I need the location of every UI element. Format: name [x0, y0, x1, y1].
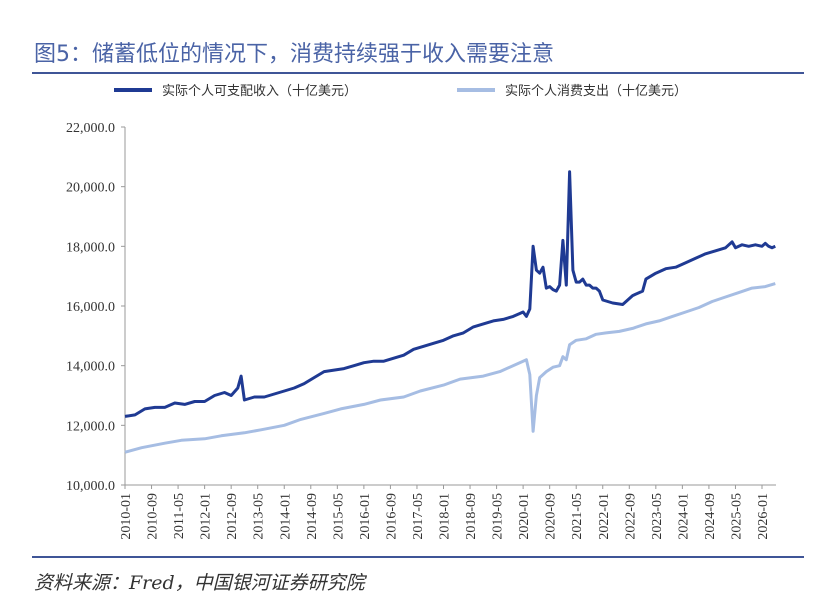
x-tick-label: 2010-01 — [119, 493, 134, 540]
x-tick-label: 2013-05 — [252, 493, 267, 540]
x-tick-label: 2012-01 — [199, 493, 214, 540]
y-axis-ticks: 10,000.0 12,000.0 14,000.0 16,000.0 18,000.0… — [66, 121, 125, 494]
x-tick-label: 2014-01 — [278, 493, 293, 540]
chart-axes — [124, 127, 776, 486]
series-line-income — [124, 170, 776, 418]
y-tick-label: 16,000.0 — [66, 300, 115, 315]
x-tick-label: 2019-05 — [491, 493, 506, 540]
title-divider — [32, 72, 804, 74]
x-tick-label: 2021-05 — [570, 493, 585, 540]
x-tick-label: 2014-09 — [305, 493, 320, 540]
footer-divider — [32, 556, 804, 558]
x-tick-label: 2022-09 — [623, 493, 638, 540]
x-tick-label: 2026-01 — [756, 493, 771, 540]
x-tick-label: 2020-09 — [544, 493, 559, 540]
x-tick-label: 2016-09 — [384, 493, 399, 540]
chart-series — [124, 170, 776, 454]
y-tick-label: 18,000.0 — [66, 240, 115, 255]
y-tick-label: 14,000.0 — [66, 360, 115, 375]
x-axis-ticks: 2010-01 2010-09 2011-05 2012-01 2012-09 2013-… — [119, 485, 771, 540]
line-chart: 实际个人可支配收入（十亿美元） 实际个人消费支出（十亿美元） 10,000.01… — [66, 84, 776, 540]
page-title: 图5：储蓄低位的情况下，消费持续强于收入需要注意 — [34, 42, 554, 67]
x-tick-label: 2025-05 — [729, 493, 744, 540]
x-tick-label: 2018-09 — [464, 493, 479, 540]
x-tick-label: 2017-05 — [411, 493, 426, 540]
x-tick-label: 2012-09 — [225, 493, 240, 540]
x-tick-label: 2010-09 — [146, 493, 161, 540]
legend-label-consumption: 实际个人消费支出（十亿美元） — [505, 84, 687, 99]
x-tick-label: 2024-09 — [703, 493, 718, 540]
x-tick-label: 2015-05 — [331, 493, 346, 540]
series-line-consumption — [124, 282, 776, 454]
y-tick-label: 10,000.0 — [66, 479, 115, 494]
x-tick-label: 2016-01 — [358, 493, 373, 540]
x-tick-label: 2011-05 — [172, 493, 187, 539]
chart-legend: 实际个人可支配收入（十亿美元） 实际个人消费支出（十亿美元） — [114, 84, 687, 99]
y-tick-label: 22,000.0 — [66, 121, 115, 136]
x-tick-label: 2023-05 — [650, 493, 665, 540]
source-note: 资料来源：Fred，中国银河证券研究院 — [34, 572, 365, 594]
legend-label-income: 实际个人可支配收入（十亿美元） — [162, 84, 357, 99]
y-tick-label: 12,000.0 — [66, 419, 115, 434]
x-tick-label: 2020-01 — [517, 493, 532, 540]
x-tick-label: 2018-01 — [438, 493, 453, 540]
x-tick-label: 2024-01 — [676, 493, 691, 540]
y-tick-label: 20,000.0 — [66, 181, 115, 196]
x-tick-label: 2022-01 — [597, 493, 612, 540]
